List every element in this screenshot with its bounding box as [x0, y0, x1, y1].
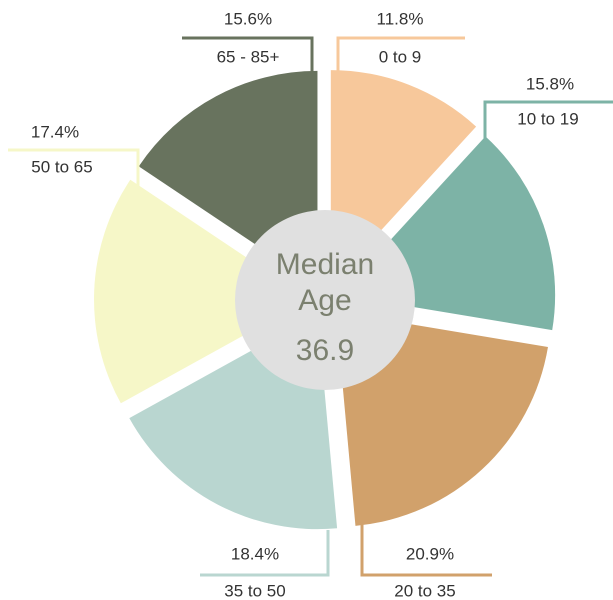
value-label: 20.9%	[406, 544, 454, 563]
category-label: 35 to 50	[224, 581, 285, 600]
leader-line	[200, 530, 330, 577]
category-label: 65 - 85+	[217, 47, 280, 66]
value-label: 17.4%	[31, 122, 79, 141]
pie-slice	[94, 179, 310, 404]
center-label: Median Age	[276, 248, 374, 317]
pie-slice	[335, 311, 548, 526]
value-label: 15.8%	[526, 74, 574, 93]
leader-line	[483, 100, 613, 150]
category-label: 20 to 35	[394, 581, 455, 600]
leader-line	[336, 36, 465, 80]
leader-line	[182, 36, 314, 80]
center-circle	[235, 210, 415, 390]
value-label: 11.8%	[377, 9, 424, 28]
center-value: 36.9	[296, 334, 354, 367]
category-label: 10 to 19	[517, 109, 578, 128]
value-label: 18.4%	[231, 544, 279, 563]
category-label: 0 to 9	[379, 47, 422, 66]
leader-line	[360, 520, 492, 577]
category-label: 50 to 65	[31, 157, 92, 176]
leader-line	[8, 148, 140, 195]
value-label: 15.6%	[224, 9, 272, 28]
